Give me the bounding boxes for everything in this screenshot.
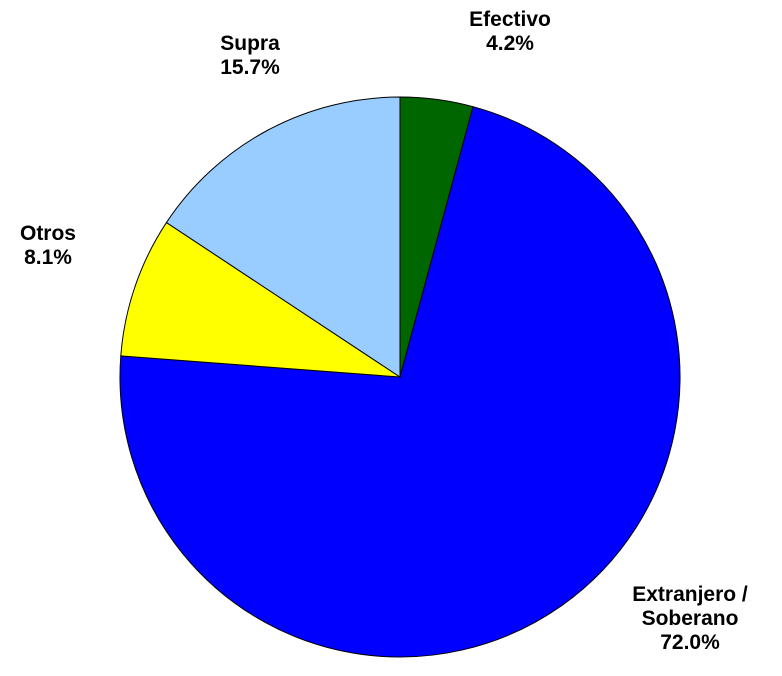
pie-slices xyxy=(120,97,680,657)
slice-label-supra: Supra 15.7% xyxy=(220,32,280,79)
slice-label-otros: Otros 8.1% xyxy=(20,222,76,269)
slice-value-label: 15.7% xyxy=(220,56,280,79)
slice-name-label: Supra xyxy=(220,32,280,55)
slice-label-efectivo: Efectivo 4.2% xyxy=(469,8,551,55)
slice-label-extranjero-soberano: Extranjero / Soberano 72.0% xyxy=(632,583,748,654)
slice-value-label: 72.0% xyxy=(660,631,720,654)
slice-name-label: Otros xyxy=(20,222,76,245)
slice-name-label: Soberano xyxy=(642,607,739,630)
slice-name-label: Efectivo xyxy=(469,8,551,31)
slice-value-label: 8.1% xyxy=(24,246,72,269)
slice-value-label: 4.2% xyxy=(486,32,534,55)
slice-name-label: Extranjero / xyxy=(632,583,748,606)
